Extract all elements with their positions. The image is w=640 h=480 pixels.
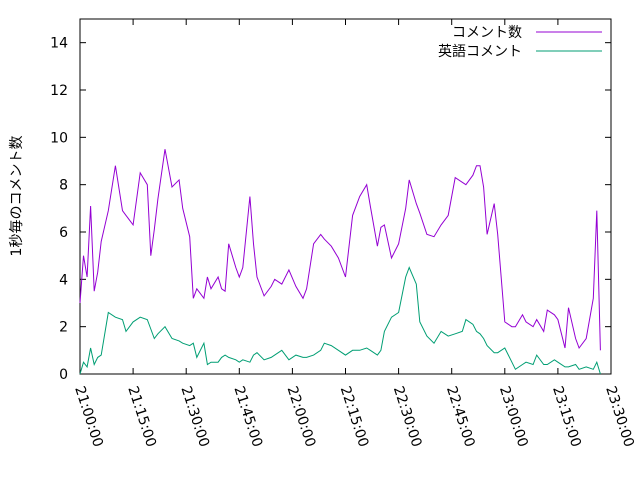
y-tick-label: 8 [59,178,68,194]
series-line-2 [79,266,601,375]
x-axis-ticks: 21:00:00 21:15:00 21:30:00 21:45:00 22:00:00… [71,19,637,449]
series-line-1 [79,149,601,351]
x-tick-label: 23:00:00 [496,384,531,449]
x-tick-label: 23:30:00 [602,384,637,449]
x-tick-label: 22:15:00 [337,384,372,449]
y-tick-label: 14 [50,36,68,52]
y-tick-label: 4 [59,272,68,288]
x-tick-label: 22:45:00 [443,384,478,449]
y-tick-label: 10 [50,130,68,146]
plot-frame [79,18,612,375]
x-tick-label: 21:00:00 [71,384,106,449]
x-tick-label: 21:45:00 [230,384,265,449]
x-tick-label: 21:15:00 [124,384,159,449]
legend-label-2: 英語コメント [438,43,522,60]
x-tick-label: 22:30:00 [390,384,425,449]
x-tick-label: 22:00:00 [284,384,319,449]
y-axis-label: 1秒毎のコメント数 [9,136,25,257]
y-tick-label: 0 [59,367,68,383]
x-tick-label: 23:15:00 [549,384,584,449]
x-tick-label: 21:30:00 [177,384,212,449]
legend-label-1: コメント数 [452,25,522,41]
y-tick-label: 12 [50,83,68,99]
series-lines [79,149,601,375]
y-tick-label: 2 [59,320,68,336]
y-axis-ticks: 0 2 4 6 8 10 12 14 [50,36,611,383]
y-tick-label: 6 [59,225,68,241]
